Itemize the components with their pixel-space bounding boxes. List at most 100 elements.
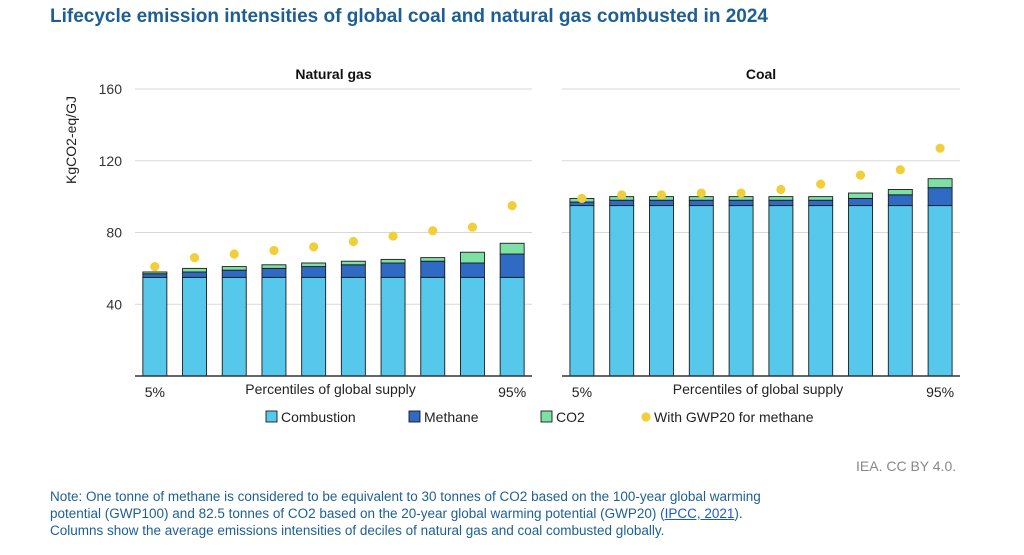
co2-bar-0-6 bbox=[380, 258, 406, 264]
methane-bar-0-4 bbox=[301, 266, 327, 278]
methane-bar-0-7 bbox=[420, 260, 446, 278]
co2-bar-0-8 bbox=[460, 251, 485, 264]
x-end-label-0: 95% bbox=[498, 384, 526, 400]
gwp20-marker-0-7 bbox=[428, 226, 438, 236]
combustion-bar-0-0 bbox=[142, 276, 168, 377]
combustion-bar-1-5 bbox=[768, 205, 794, 377]
note-line-1: Note: One tonne of methane is considered… bbox=[50, 489, 761, 504]
co2-bar-1-8 bbox=[887, 188, 913, 196]
combustion-bar-0-7 bbox=[420, 276, 446, 377]
methane-bar-0-2 bbox=[221, 269, 247, 278]
co2-bar-0-5 bbox=[340, 260, 366, 266]
x-axis-label-0: Percentiles of global supply bbox=[245, 381, 415, 397]
methane-bar-0-0 bbox=[142, 273, 168, 278]
note-line-2-text: potential (GWP100) and 82.5 tonnes of CO… bbox=[50, 506, 665, 521]
methane-bar-1-3 bbox=[688, 199, 714, 207]
methane-bar-0-5 bbox=[340, 264, 366, 278]
gwp20-marker-0-6 bbox=[388, 231, 398, 241]
combustion-bar-1-1 bbox=[609, 205, 635, 377]
gwp20-marker-1-2 bbox=[656, 190, 667, 200]
gwp20-marker-1-3 bbox=[696, 188, 706, 198]
x-axis-label-1: Percentiles of global supply bbox=[673, 381, 843, 397]
gwp20-marker-1-0 bbox=[577, 193, 587, 204]
methane-bar-0-3 bbox=[261, 267, 287, 278]
co2-bar-0-9 bbox=[499, 242, 525, 255]
y-tick-label: 120 bbox=[99, 153, 123, 169]
note-line-2-end: ). bbox=[734, 506, 743, 521]
co2-bar-0-3 bbox=[261, 264, 287, 269]
legend-label-co2: CO2 bbox=[556, 409, 585, 425]
combustion-bar-0-4 bbox=[301, 276, 327, 377]
panel-title-0: Natural gas bbox=[295, 66, 371, 82]
methane-bar-1-9 bbox=[927, 187, 953, 207]
y-tick-label: 80 bbox=[106, 225, 122, 241]
combustion-bar-1-7 bbox=[848, 205, 873, 377]
methane-bar-0-9 bbox=[499, 253, 525, 278]
combustion-bar-0-3 bbox=[261, 276, 287, 377]
methane-bar-1-8 bbox=[887, 194, 913, 207]
note-line-2: potential (GWP100) and 82.5 tonnes of CO… bbox=[50, 505, 990, 522]
combustion-bar-1-3 bbox=[688, 205, 714, 377]
co2-bar-0-7 bbox=[420, 257, 446, 262]
combustion-bar-0-5 bbox=[340, 276, 366, 377]
combustion-bar-1-0 bbox=[569, 205, 595, 377]
gwp20-marker-1-4 bbox=[736, 188, 746, 198]
y-tick-label: 40 bbox=[106, 296, 122, 312]
gwp20-marker-0-5 bbox=[348, 236, 358, 247]
chart-title: Lifecycle emission intensities of global… bbox=[50, 6, 768, 27]
x-end-label-1: 95% bbox=[926, 384, 954, 400]
methane-bar-1-4 bbox=[728, 199, 754, 207]
gwp20-marker-0-0 bbox=[150, 261, 160, 272]
co2-bar-0-1 bbox=[182, 267, 208, 273]
gwp20-marker-1-9 bbox=[935, 143, 945, 153]
methane-bar-0-6 bbox=[380, 262, 406, 278]
gwp20-marker-1-7 bbox=[855, 170, 866, 180]
chart-note: Note: One tonne of methane is considered… bbox=[50, 488, 990, 539]
combustion-bar-0-8 bbox=[460, 276, 485, 377]
combustion-bar-1-2 bbox=[649, 205, 674, 377]
note-line-3: Columns show the average emissions inten… bbox=[50, 523, 665, 538]
gwp20-marker-1-6 bbox=[816, 179, 826, 189]
legend-label-combustion: Combustion bbox=[281, 409, 356, 425]
gwp20-marker-0-4 bbox=[309, 242, 319, 252]
combustion-bar-0-6 bbox=[380, 276, 406, 377]
legend-label-gwp20: With GWP20 for methane bbox=[654, 409, 814, 425]
combustion-bar-1-8 bbox=[887, 205, 913, 377]
legend-swatch-co2 bbox=[540, 410, 553, 423]
combustion-bar-1-4 bbox=[728, 205, 754, 377]
gwp20-marker-0-2 bbox=[229, 249, 239, 259]
gwp20-marker-1-1 bbox=[617, 190, 627, 200]
x-start-label-1: 5% bbox=[572, 384, 592, 400]
gwp20-marker-1-8 bbox=[895, 165, 905, 175]
combustion-bar-0-2 bbox=[221, 276, 247, 377]
methane-bar-1-1 bbox=[609, 199, 635, 207]
panel-title-1: Coal bbox=[746, 66, 776, 82]
co2-bar-0-2 bbox=[221, 266, 247, 271]
combustion-bar-1-9 bbox=[927, 205, 953, 377]
co2-bar-1-7 bbox=[848, 192, 873, 199]
legend-swatch-methane bbox=[408, 410, 421, 423]
combustion-bar-0-9 bbox=[499, 276, 525, 377]
y-axis-label: KgCO2-eq/GJ bbox=[63, 96, 79, 184]
gwp20-marker-0-9 bbox=[507, 200, 517, 211]
legend-label-methane: Methane bbox=[424, 409, 479, 425]
combustion-bar-1-6 bbox=[808, 205, 834, 377]
ipcc-link[interactable]: IPCC, 2021 bbox=[664, 506, 735, 521]
methane-bar-1-7 bbox=[848, 197, 873, 207]
methane-bar-0-1 bbox=[182, 271, 208, 278]
y-tick-label: 160 bbox=[99, 81, 123, 97]
chart-canvas: 40 80 120 160 KgCO2-eq/GJ Natural gas 5% Percen… bbox=[63, 66, 960, 425]
methane-bar-1-6 bbox=[808, 199, 834, 207]
combustion-bar-0-1 bbox=[182, 276, 208, 377]
gwp20-marker-1-5 bbox=[776, 184, 786, 195]
source-credit: IEA. CC BY 4.0. bbox=[856, 458, 957, 474]
co2-bar-1-9 bbox=[927, 178, 953, 189]
methane-bar-0-8 bbox=[460, 262, 485, 278]
co2-bar-1-5 bbox=[768, 196, 794, 201]
co2-bar-0-4 bbox=[301, 262, 327, 268]
legend-swatch-combustion bbox=[265, 410, 278, 423]
co2-bar-0-0 bbox=[142, 271, 168, 275]
gwp20-marker-0-8 bbox=[467, 222, 478, 232]
co2-bar-1-6 bbox=[808, 196, 834, 201]
